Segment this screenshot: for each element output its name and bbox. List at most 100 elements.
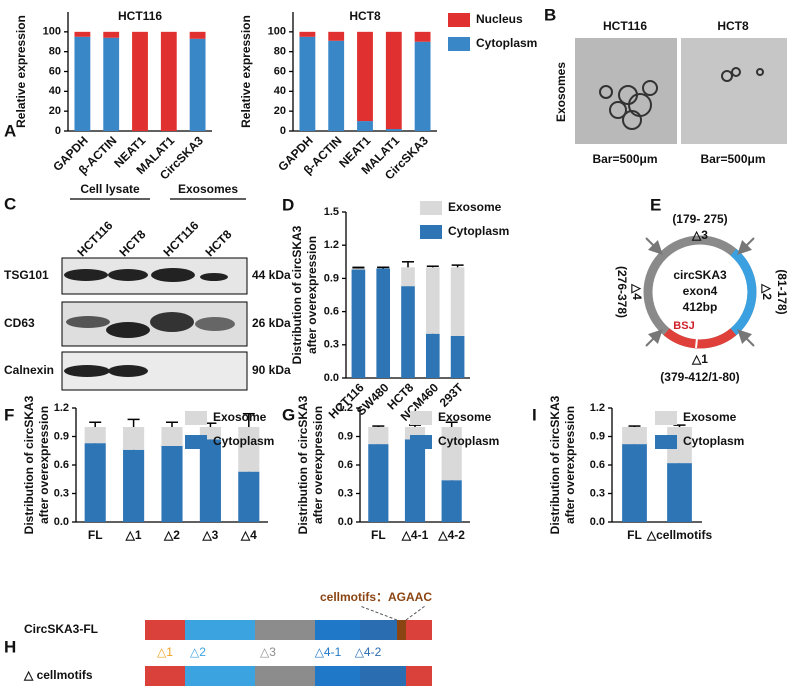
bar-segment	[161, 446, 183, 522]
legend-label: Cytoplasm	[476, 36, 537, 50]
vesicles	[599, 80, 658, 130]
bar-segment	[160, 31, 177, 131]
y-tick-label: 0.9	[54, 430, 69, 442]
bar-segment	[103, 31, 120, 38]
y-tick-label: 0.6	[324, 306, 339, 318]
y-tick-label: 0.0	[338, 516, 353, 528]
group-label: Exosomes	[178, 182, 238, 196]
construct-deletion	[145, 666, 432, 686]
segment-range: (379-412/1-80)	[660, 370, 739, 384]
bar-segment	[103, 37, 120, 131]
bar-segment	[351, 268, 366, 270]
legend-swatch	[448, 37, 470, 51]
legend-label: Exosome	[213, 410, 267, 424]
legend-label: Nucleus	[476, 12, 523, 26]
bar-segment	[368, 444, 389, 522]
segment-range: (81-178)	[775, 269, 789, 314]
legend-label: Exosome	[448, 200, 502, 214]
group-label: Cell lysate	[80, 182, 140, 196]
bar-segment	[376, 268, 391, 378]
segment-label: △3	[260, 645, 276, 659]
y-tick-label: 1.2	[54, 402, 69, 414]
y-tick-label: 60	[274, 65, 286, 77]
x-tick-label: FL	[627, 528, 642, 542]
size-label: 90 kDa	[252, 363, 291, 377]
scale-bar: Bar=500μm	[700, 152, 765, 166]
row-label: TSG101	[4, 268, 49, 282]
bsj-label: BSJ	[673, 320, 694, 332]
legend-label: Cytoplasm	[448, 224, 509, 238]
lane-label: HCT116	[74, 218, 115, 259]
y-tick-label: 1.2	[590, 402, 605, 414]
segment-name: △1	[691, 352, 708, 366]
legend-swatch	[185, 411, 207, 425]
vesicles	[721, 67, 764, 82]
construct-label: CircSKA3-FL	[24, 622, 98, 636]
bar-segment	[189, 31, 206, 39]
segment-label: △4-1	[315, 645, 342, 659]
bar-segment	[401, 267, 415, 287]
y-axis-label: Distribution of circSKA3	[296, 395, 310, 534]
x-tick-label: △1	[125, 528, 142, 542]
lane-label: HCT8	[116, 227, 148, 259]
y-tick-label: 0.3	[338, 487, 353, 499]
segment-label: △4-2	[355, 645, 382, 659]
bar-segment	[132, 31, 148, 131]
panel-letter: B	[544, 5, 556, 24]
legend-label: Cytoplasm	[683, 434, 744, 448]
bands	[64, 268, 235, 377]
legend-label: Exosome	[438, 410, 492, 424]
bar-segment	[414, 31, 431, 42]
y-axis-label: after overexpression	[305, 236, 319, 354]
y-axis-label: Distribution of circSKA3	[22, 395, 36, 534]
legend-swatch	[655, 411, 677, 425]
y-axis-label: after overexpression	[563, 406, 577, 524]
bar-segment	[238, 427, 260, 472]
bar-segment	[199, 439, 221, 522]
y-tick-label: 40	[49, 85, 61, 97]
bar-segment	[74, 36, 91, 131]
legend-swatch	[448, 13, 470, 27]
bar-segment	[123, 427, 145, 450]
construct-fl	[145, 620, 432, 640]
y-tick-label: 100	[43, 26, 61, 38]
legend-swatch	[185, 435, 207, 449]
y-tick-label: 0.9	[590, 430, 605, 442]
row-label: CD63	[4, 316, 35, 330]
bar-segment	[622, 427, 647, 445]
panel-letter: C	[4, 194, 16, 213]
y-tick-label: 0.0	[54, 516, 69, 528]
panel-letter: A	[4, 121, 16, 140]
row-label: Calnexin	[4, 363, 54, 377]
bar-segment	[385, 31, 402, 130]
x-tick-label: 293T	[437, 380, 467, 410]
motif-pointer	[359, 605, 398, 621]
y-axis-label: Distribution of circSKA3	[548, 395, 562, 534]
y-tick-label: 0.6	[338, 459, 353, 471]
legend-swatch	[420, 201, 442, 215]
y-tick-label: 0.0	[324, 372, 339, 384]
x-tick-label: △4-1	[401, 528, 429, 542]
panel-letter: H	[4, 637, 16, 656]
bar-segment	[450, 335, 465, 378]
arrows	[645, 237, 755, 347]
x-tick-label: △3	[201, 528, 218, 542]
segment-name: △3	[691, 228, 708, 242]
x-tick-label: △4	[240, 528, 257, 542]
bar-segment	[385, 129, 402, 131]
y-tick-label: 0.0	[590, 516, 605, 528]
bar-segment	[414, 41, 431, 131]
panel-letter: D	[282, 195, 294, 214]
legend-label: Exosome	[683, 410, 737, 424]
lane-label: HCT116	[160, 218, 201, 259]
segment-range: (276-378)	[615, 266, 629, 318]
bar-segment	[357, 121, 373, 131]
segment-name: △2	[760, 283, 774, 300]
construct-label: △ cellmotifs	[23, 668, 93, 682]
segment-1	[663, 328, 737, 349]
x-tick-label: FL	[371, 528, 386, 542]
y-tick-label: 0.3	[324, 339, 339, 351]
y-axis-label: Relative expression	[239, 15, 253, 128]
legend-swatch	[420, 225, 442, 239]
